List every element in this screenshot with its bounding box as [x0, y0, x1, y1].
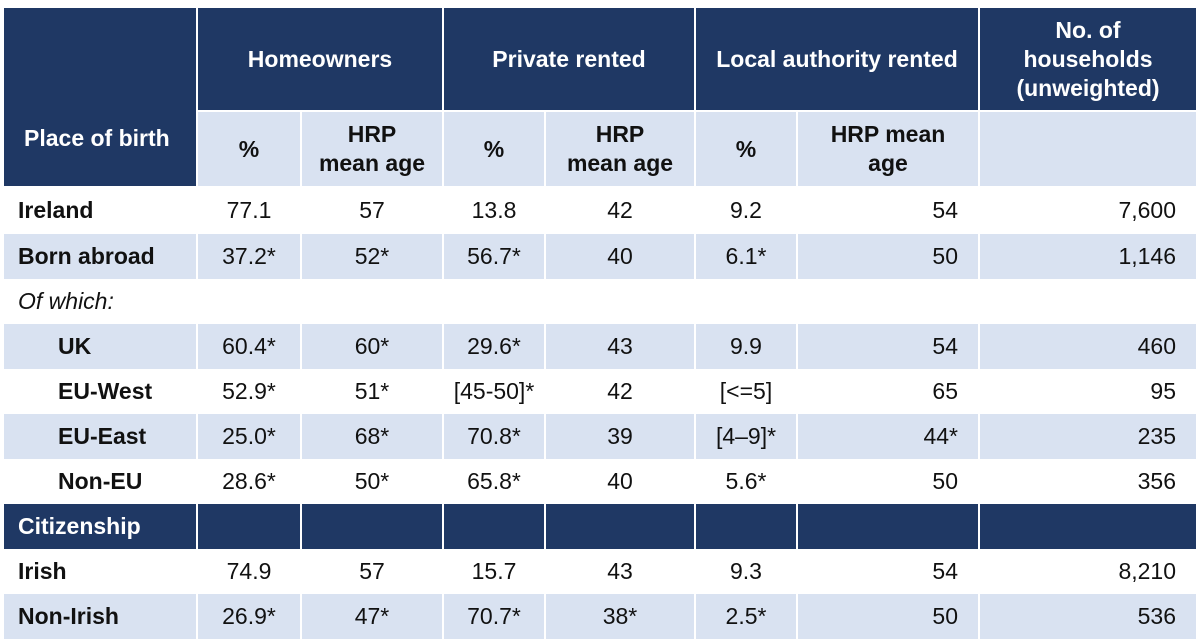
- private-rented-age-cell: 38*: [546, 594, 694, 639]
- header-line: HRP: [347, 121, 397, 147]
- header-line: HRP mean: [830, 121, 946, 147]
- homeowners-hrp-age-header: HRP mean age: [302, 112, 442, 186]
- header-text: HRP mean age: [567, 120, 673, 178]
- private-rented-hrp-age-header: HRP mean age: [546, 112, 694, 186]
- households-count-cell: 1,146: [980, 234, 1196, 279]
- section-header-cell: [798, 504, 978, 549]
- header-line: HRP: [595, 121, 645, 147]
- row-label: EU-West: [58, 378, 153, 404]
- private-rented-age-cell: 42: [607, 378, 633, 404]
- section-header-cell: [198, 504, 300, 549]
- private-rented-header: Private rented: [444, 8, 694, 110]
- la-rented-age-cell: 50: [932, 468, 958, 494]
- private-rented-age-cell: 43: [546, 324, 694, 369]
- homeowners-age-cell: 57: [359, 558, 385, 584]
- private-rented-pct-header: %: [444, 112, 544, 186]
- row-label: EU-East: [4, 414, 196, 459]
- header-line: No. of: [1055, 16, 1121, 43]
- private-rented-pct-cell: 65.8*: [467, 468, 521, 494]
- private-rented-pct-cell: [45-50]*: [453, 378, 535, 404]
- la-rented-hrp-age-header: HRP mean age: [798, 112, 978, 186]
- header-line: age: [868, 150, 908, 176]
- header-line: (unweighted): [1016, 74, 1160, 101]
- private-rented-age-cell: 40: [607, 468, 633, 494]
- la-rented-pct-cell: 9.9: [696, 324, 796, 369]
- homeowners-pct-cell: 37.2*: [198, 234, 300, 279]
- homeowners-pct-cell: 28.6*: [222, 468, 276, 494]
- homeowners-pct-header: %: [198, 112, 300, 186]
- la-rented-age-cell: 50: [798, 234, 978, 279]
- private-rented-pct-cell: 13.8: [471, 197, 517, 223]
- households-count-cell: 460: [980, 324, 1196, 369]
- row-label: Of which:: [18, 288, 114, 314]
- households-count-cell: 95: [1150, 378, 1176, 404]
- private-rented-age-cell: 43: [607, 558, 633, 584]
- private-rented-age-cell: 39: [546, 414, 694, 459]
- households-header: No. of households (unweighted): [980, 8, 1196, 110]
- header-text: HRP mean age: [319, 120, 425, 178]
- row-label: Irish: [18, 558, 67, 584]
- la-rented-pct-header: %: [696, 112, 796, 186]
- homeowners-age-cell: 57: [359, 197, 385, 223]
- header-text: HRP mean age: [831, 120, 946, 178]
- homeowners-pct-cell: 26.9*: [198, 594, 300, 639]
- header-line: mean age: [318, 150, 426, 176]
- households-count-cell: 8,210: [1118, 558, 1176, 584]
- la-rented-age-cell: 54: [798, 324, 978, 369]
- la-rented-pct-cell: [4–9]*: [696, 414, 796, 459]
- homeowners-age-cell: 68*: [302, 414, 442, 459]
- private-rented-age-cell: 40: [546, 234, 694, 279]
- row-label: Non-Irish: [4, 594, 196, 639]
- homeowners-pct-cell: 25.0*: [198, 414, 300, 459]
- header-line: mean age: [566, 150, 674, 176]
- homeowners-header: Homeowners: [198, 8, 442, 110]
- homeowners-pct-cell: 52.9*: [222, 378, 276, 404]
- households-count-cell: 7,600: [1118, 197, 1176, 223]
- homeowners-age-cell: 52*: [302, 234, 442, 279]
- private-rented-pct-cell: 56.7*: [444, 234, 544, 279]
- la-rented-age-cell: 50: [798, 594, 978, 639]
- section-header-cell: [696, 504, 796, 549]
- row-label: Non-EU: [58, 468, 143, 494]
- homeowners-age-cell: 47*: [302, 594, 442, 639]
- section-header-citizenship: Citizenship: [4, 504, 196, 549]
- row-label: UK: [4, 324, 196, 369]
- households-subheader: [980, 112, 1196, 186]
- private-rented-pct-cell: 15.7: [471, 558, 517, 584]
- la-rented-age-cell: 44*: [798, 414, 978, 459]
- homeowners-age-cell: 60*: [302, 324, 442, 369]
- private-rented-pct-cell: 29.6*: [444, 324, 544, 369]
- la-rented-age-cell: 54: [932, 197, 958, 223]
- local-authority-rented-header: Local authority rented: [696, 8, 978, 110]
- section-header-cell: [444, 504, 544, 549]
- la-rented-pct-cell: 2.5*: [696, 594, 796, 639]
- la-rented-pct-cell: 5.6*: [725, 468, 767, 494]
- la-rented-pct-cell: 9.2: [730, 197, 762, 223]
- la-rented-age-cell: 54: [932, 558, 958, 584]
- homeowners-age-cell: 50*: [354, 468, 390, 494]
- private-rented-pct-cell: 70.8*: [444, 414, 544, 459]
- place-of-birth-header: Place of birth: [4, 8, 196, 186]
- homeowners-pct-cell: 77.1: [226, 197, 272, 223]
- private-rented-age-cell: 42: [607, 197, 633, 223]
- households-count-cell: 356: [1137, 468, 1176, 494]
- homeowners-pct-cell: 60.4*: [198, 324, 300, 369]
- section-header-cell: [980, 504, 1196, 549]
- section-header-cell: [302, 504, 442, 549]
- section-header-cell: [546, 504, 694, 549]
- la-rented-pct-cell: 6.1*: [696, 234, 796, 279]
- la-rented-age-cell: 65: [932, 378, 958, 404]
- row-label: Ireland: [18, 197, 94, 223]
- households-count-cell: 536: [980, 594, 1196, 639]
- la-rented-pct-cell: [<=5]: [719, 378, 773, 404]
- header-line: households: [1023, 45, 1153, 72]
- households-count-cell: 235: [980, 414, 1196, 459]
- homeowners-age-cell: 51*: [354, 378, 390, 404]
- private-rented-pct-cell: 70.7*: [444, 594, 544, 639]
- la-rented-pct-cell: 9.3: [730, 558, 762, 584]
- homeowners-pct-cell: 74.9: [226, 558, 272, 584]
- row-label: Born abroad: [4, 234, 196, 279]
- header-text: No. of households (unweighted): [1016, 16, 1159, 103]
